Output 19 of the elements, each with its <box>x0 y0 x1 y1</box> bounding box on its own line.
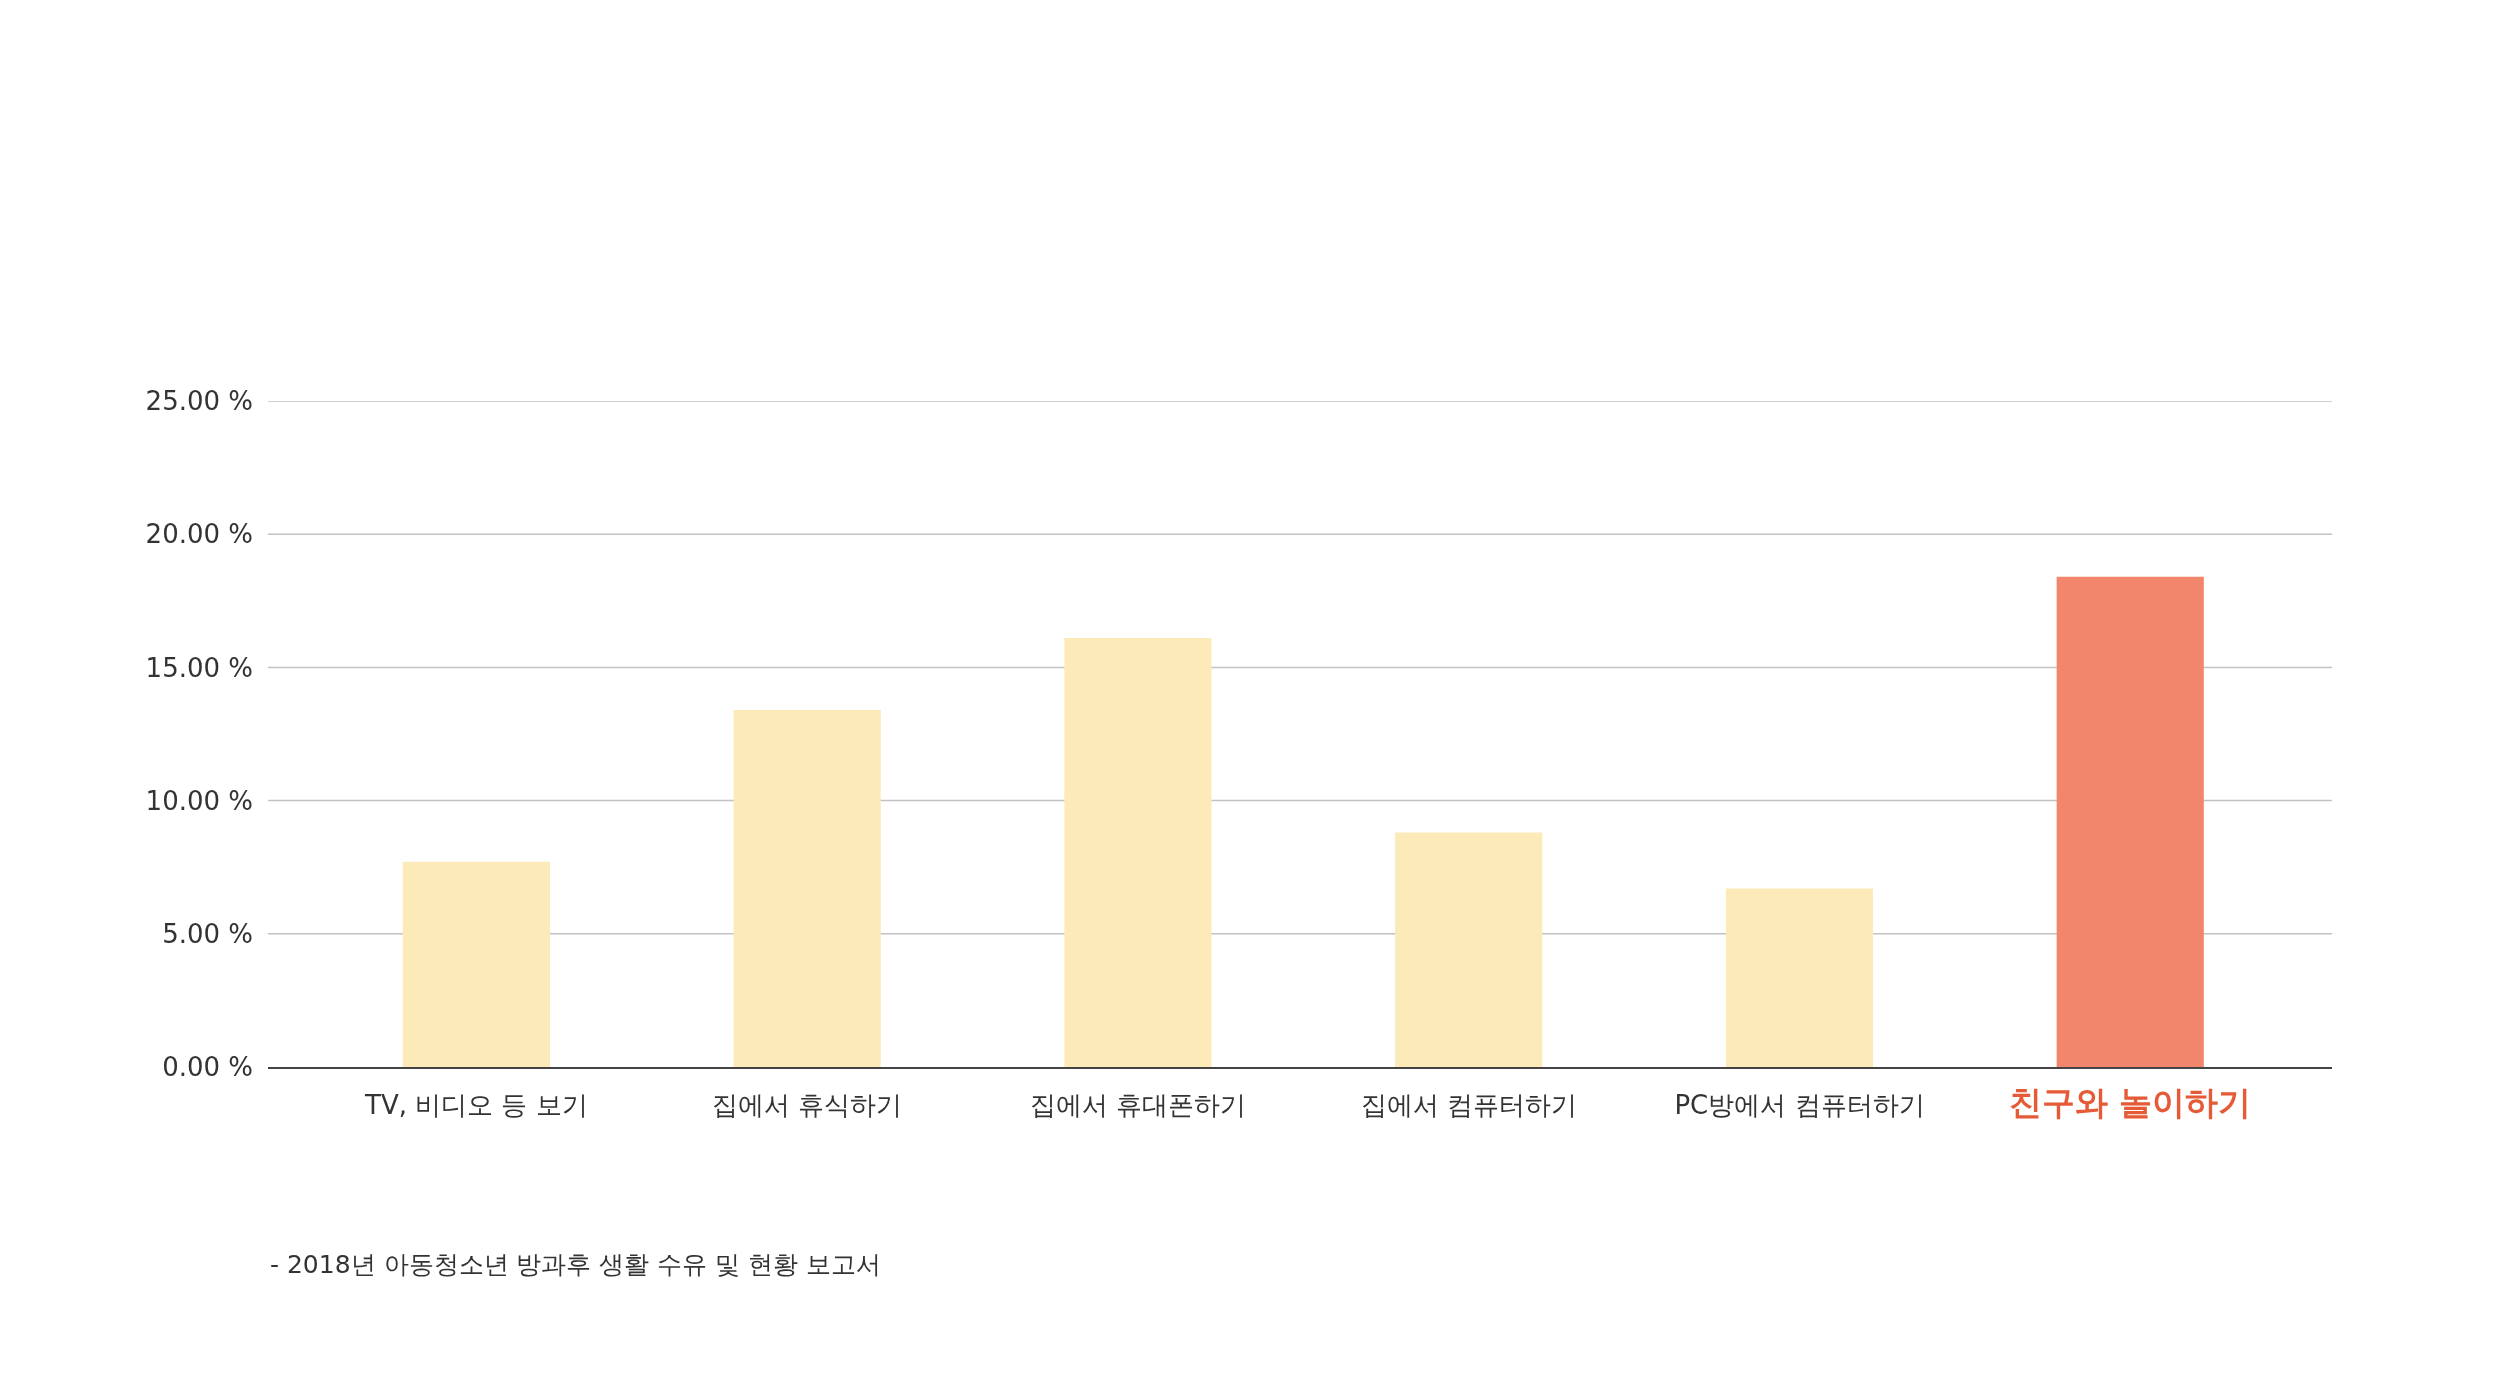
bar <box>733 710 881 1067</box>
y-tick-label: 0.00 % <box>162 1052 253 1083</box>
x-tick-label: 집에서 휴식하기 <box>712 1090 903 1121</box>
x-tick-label: 친구와 놀이하기 <box>2008 1083 2252 1123</box>
x-tick-label: PC방에서 컴퓨터하기 <box>1674 1090 1925 1121</box>
x-tick-label: TV, 비디오 등 보기 <box>364 1090 588 1121</box>
bar <box>2056 576 2204 1067</box>
y-tick-label: 25.00 % <box>145 386 253 417</box>
y-tick-label: 10.00 % <box>145 785 253 816</box>
y-tick-label: 20.00 % <box>145 519 253 550</box>
y-tick-label: 15.00 % <box>145 652 253 683</box>
y-tick-label: 5.00 % <box>162 918 253 949</box>
bar <box>402 861 550 1067</box>
bar <box>1064 638 1212 1067</box>
text: - 2018년 아동청소년 방과후 생활 수유 및 현황 보고서 <box>270 1250 882 1279</box>
x-tick-label: 집에서 휴대폰하기 <box>1029 1090 1247 1121</box>
bar <box>1725 888 1874 1067</box>
x-tick-label: 집에서 컴퓨터하기 <box>1360 1090 1577 1121</box>
bar <box>1395 832 1543 1067</box>
